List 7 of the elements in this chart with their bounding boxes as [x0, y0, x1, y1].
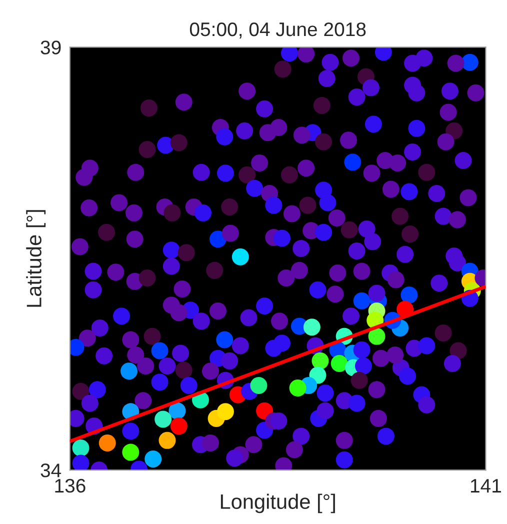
x-axis-title: Longitude [°] — [220, 494, 335, 514]
y-tick-label: 34 — [40, 463, 62, 478]
chart-title: 05:00, 04 June 2018 — [190, 22, 366, 39]
x-tick-label: 141 — [470, 479, 501, 492]
y-tick-label: 39 — [40, 40, 61, 54]
x-tick-label: 136 — [55, 478, 86, 493]
y-axis-title: Latitude [°] — [26, 210, 46, 307]
